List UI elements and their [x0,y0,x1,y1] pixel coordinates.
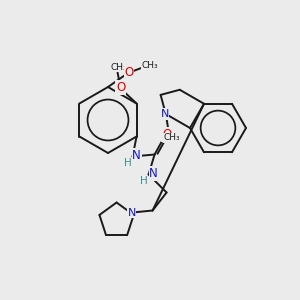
Text: O: O [116,81,125,94]
Text: N: N [160,109,169,119]
Text: O: O [162,128,171,141]
Text: H: H [140,176,148,187]
Text: H: H [124,158,131,169]
Text: CH₃: CH₃ [142,61,158,70]
Text: N: N [149,167,158,180]
Text: CH₃: CH₃ [164,134,180,142]
Text: N: N [128,208,136,218]
Text: O: O [124,67,134,80]
Text: CH₃: CH₃ [110,63,127,72]
Text: N: N [132,149,141,162]
